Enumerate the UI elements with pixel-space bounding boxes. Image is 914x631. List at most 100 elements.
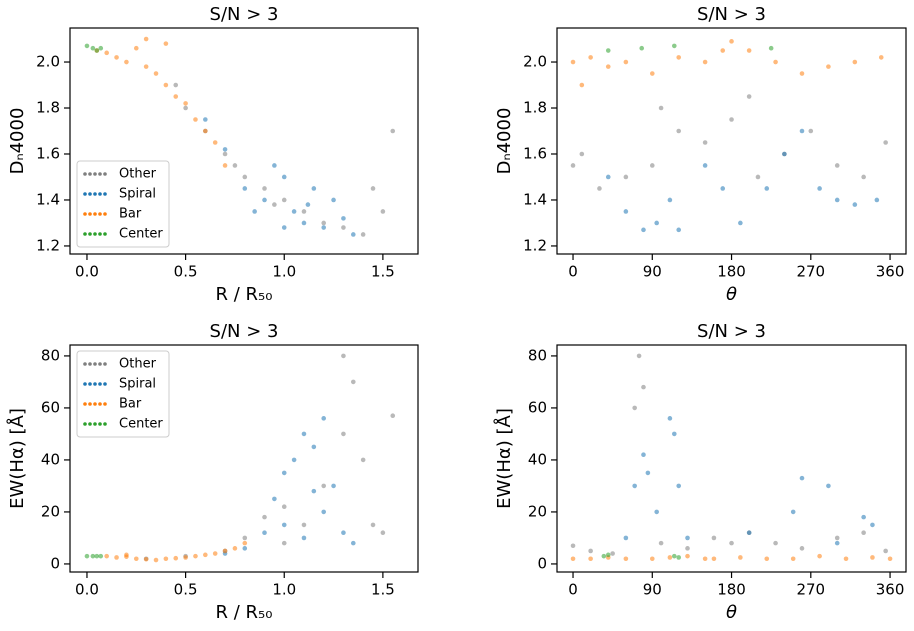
- point: [649, 71, 655, 76]
- point: [281, 540, 287, 546]
- point: [605, 64, 611, 69]
- point: [301, 209, 307, 214]
- point: [90, 45, 96, 51]
- point: [341, 530, 346, 536]
- point: [676, 128, 682, 134]
- x-axis-label: R / R₅₀: [216, 602, 273, 623]
- point: [350, 540, 356, 546]
- y-axis-label: Dₙ4000: [7, 108, 28, 175]
- point: [834, 535, 840, 541]
- point: [242, 546, 248, 551]
- point: [672, 43, 677, 49]
- point: [98, 553, 104, 559]
- legend-marker: [98, 422, 102, 426]
- legend-marker: [103, 402, 107, 406]
- legend-marker: [98, 362, 102, 366]
- point: [341, 225, 346, 230]
- point: [301, 431, 307, 437]
- point: [782, 151, 787, 157]
- point: [262, 197, 267, 203]
- x-tick-label: 180: [717, 263, 746, 281]
- point: [861, 530, 866, 536]
- point: [305, 202, 311, 207]
- legend-label: Other: [119, 357, 157, 372]
- point: [764, 556, 770, 562]
- point: [676, 55, 682, 60]
- legend-marker: [98, 402, 102, 406]
- legend-marker: [103, 232, 107, 236]
- point: [252, 209, 257, 214]
- point: [222, 147, 228, 152]
- point: [380, 530, 386, 536]
- panel-title: S/N > 3: [697, 321, 766, 342]
- legend-frame: [76, 350, 170, 438]
- point: [623, 535, 629, 541]
- point: [729, 39, 734, 44]
- point: [623, 59, 629, 65]
- point: [623, 556, 629, 562]
- x-axis-label: θ: [726, 602, 737, 623]
- point: [94, 553, 100, 559]
- point: [321, 220, 327, 226]
- x-tick-label: 180: [717, 581, 746, 599]
- point: [667, 555, 673, 560]
- point: [183, 555, 188, 560]
- point: [790, 509, 796, 515]
- point: [370, 186, 376, 191]
- point: [311, 444, 317, 450]
- panel-title: S/N > 3: [697, 4, 766, 25]
- legend-label: Bar: [119, 397, 142, 412]
- point: [153, 557, 159, 563]
- point: [104, 553, 109, 559]
- y-tick-label: 60: [528, 398, 547, 416]
- point: [738, 555, 743, 560]
- legend-marker: [93, 382, 97, 386]
- point: [272, 202, 277, 207]
- point: [321, 483, 327, 489]
- point: [153, 71, 159, 76]
- point: [242, 540, 248, 546]
- panel: 0.0 0.5 1.0 1.5 0 20 40 60 80 S/N > 3 R / R₅₀ EW(Hα…: [6, 321, 419, 623]
- y-tick-label: 1.2: [523, 236, 547, 254]
- x-tick-label: 0: [568, 263, 578, 281]
- legend-label: Center: [119, 417, 163, 432]
- point: [301, 522, 307, 528]
- legend-marker: [83, 402, 87, 406]
- point: [667, 416, 673, 421]
- point: [301, 535, 307, 541]
- axes-frame: [69, 344, 419, 573]
- y-axis-label: EW(Hα) [Å]: [493, 408, 515, 509]
- legend-marker: [98, 172, 102, 176]
- y-tick-label: 1.6: [36, 144, 60, 162]
- x-tick-label: 0.0: [75, 263, 99, 281]
- legend-marker: [88, 172, 92, 176]
- point: [623, 174, 629, 180]
- x-axis-label: R / R₅₀: [216, 284, 273, 305]
- legend-label: Spiral: [119, 187, 156, 202]
- legend-marker: [83, 232, 87, 236]
- point: [790, 556, 796, 562]
- point: [163, 82, 169, 88]
- point: [570, 543, 576, 549]
- point: [114, 555, 119, 560]
- point: [605, 48, 611, 53]
- y-tick-label: 1.2: [36, 236, 60, 254]
- point: [826, 64, 831, 69]
- point: [641, 227, 646, 233]
- legend-marker: [83, 212, 87, 216]
- legend-marker: [88, 212, 92, 216]
- point: [764, 186, 770, 191]
- legend-marker: [98, 382, 102, 386]
- point: [746, 94, 752, 99]
- y-tick-label: 40: [528, 450, 547, 468]
- point: [321, 509, 327, 515]
- legend-marker: [103, 192, 107, 196]
- point: [852, 202, 858, 207]
- point: [597, 186, 602, 191]
- point: [570, 163, 576, 168]
- axes-frame: [556, 344, 907, 573]
- point: [98, 45, 104, 51]
- point: [685, 553, 690, 559]
- point: [768, 45, 774, 51]
- point: [84, 553, 90, 559]
